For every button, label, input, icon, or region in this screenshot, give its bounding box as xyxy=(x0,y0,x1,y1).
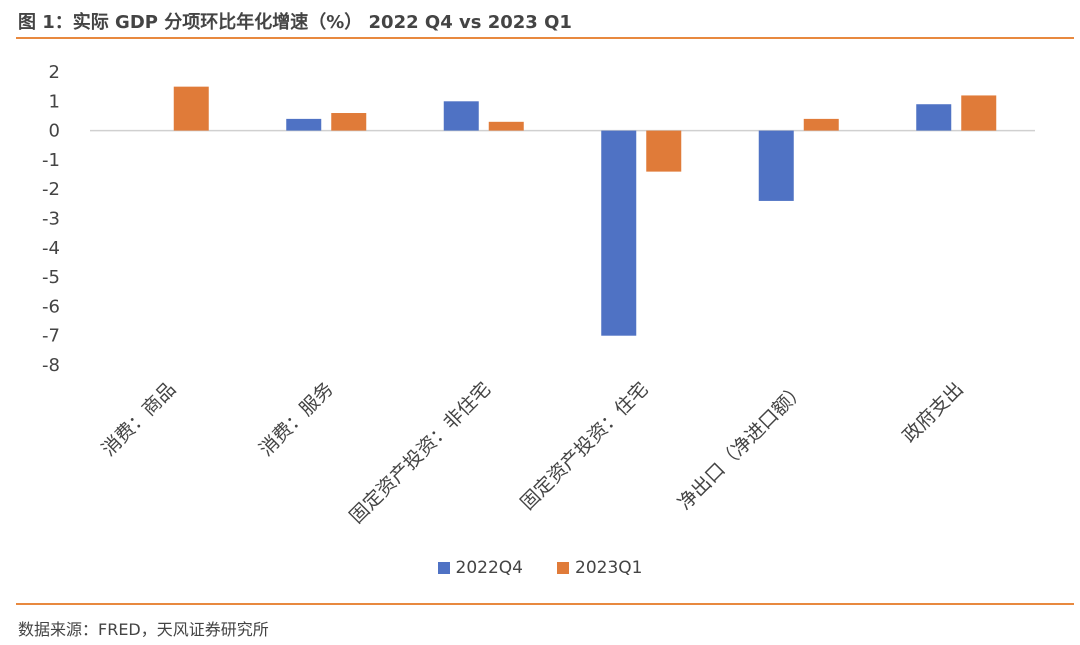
y-tick-label: -2 xyxy=(42,179,60,200)
x-category-label: 消费：服务 xyxy=(255,378,338,461)
y-tick-label: -7 xyxy=(42,326,60,347)
bar-2023q1-4 xyxy=(803,118,839,131)
legend-label-2023q1: 2023Q1 xyxy=(575,558,643,578)
y-tick-label: -5 xyxy=(42,267,60,288)
bar-2023q1-5 xyxy=(961,95,997,131)
y-tick-label: -1 xyxy=(42,150,60,171)
bar-2022q4-5 xyxy=(916,104,952,131)
chart-title: 图 1：实际 GDP 分项环比年化增速（%） 2022 Q4 vs 2023 Q… xyxy=(18,12,572,33)
x-category-label: 消费：商品 xyxy=(98,378,181,461)
y-tick-label: 0 xyxy=(49,121,60,142)
footer-divider xyxy=(16,603,1074,605)
bar-2023q1-1 xyxy=(331,113,367,131)
x-category-label: 固定资产投资：住宅 xyxy=(516,378,652,514)
y-tick-label: 2 xyxy=(49,62,60,83)
bar-chart: 2 1 0 -1 -2 -3 -4 -5 -6 -7 -8 消费：商品 消费：服务 固定资产投资：非住宅固… xyxy=(42,62,1035,528)
y-tick-label: 1 xyxy=(49,91,60,112)
y-tick-label: -6 xyxy=(42,296,60,317)
chart-legend: 2022Q4 2023Q1 xyxy=(0,558,1080,578)
x-category-label: 固定资产投资：非住宅 xyxy=(345,378,495,528)
legend-item-2023q1: 2023Q1 xyxy=(557,558,642,578)
legend-label-2022q4: 2022Q4 xyxy=(455,558,523,578)
bar-2023q1-0 xyxy=(173,86,209,131)
bar-2022q4-1 xyxy=(286,118,322,131)
bar-2023q1-3 xyxy=(646,130,682,172)
bar-2022q4-3 xyxy=(601,130,637,336)
legend-item-2022q4: 2022Q4 xyxy=(437,558,523,578)
y-tick-label: -8 xyxy=(42,355,60,376)
y-tick-label: -3 xyxy=(42,209,60,230)
bar-2023q1-2 xyxy=(488,121,524,131)
bar-2022q4-2 xyxy=(443,101,479,131)
x-category-label: 政府支出 xyxy=(898,378,967,447)
data-source: 数据来源：FRED，天风证券研究所 xyxy=(18,620,269,639)
x-category-label: 净出口（净进口额） xyxy=(674,378,810,514)
y-tick-label: -4 xyxy=(42,238,60,259)
legend-swatch-2023q1 xyxy=(557,562,569,574)
bar-2022q4-4 xyxy=(758,130,794,201)
title-divider xyxy=(16,37,1074,39)
legend-swatch-2022q4 xyxy=(437,562,450,574)
